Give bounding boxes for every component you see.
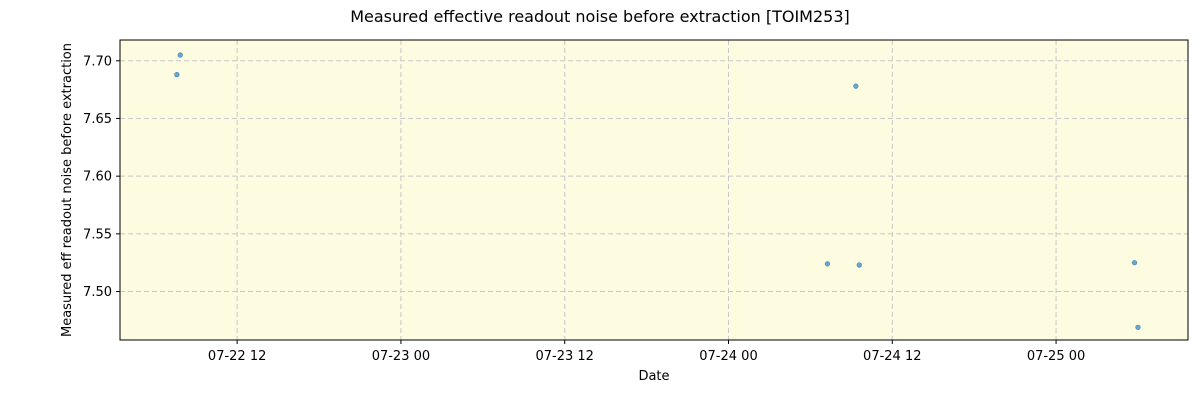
x-tick-label: 07-23 12 <box>535 349 593 364</box>
data-point <box>824 261 831 267</box>
data-point <box>856 262 862 268</box>
y-tick-label: 7.55 <box>83 227 112 242</box>
y-tick-label: 7.65 <box>83 112 112 127</box>
x-tick-label: 07-24 00 <box>699 349 757 364</box>
x-tick-label: 07-25 00 <box>1027 349 1085 364</box>
y-axis-label: Measured eff readout noise before extrac… <box>60 43 75 337</box>
data-point <box>177 52 183 58</box>
y-tick-label: 7.70 <box>83 54 112 69</box>
grid-lines <box>120 40 1188 340</box>
plot-area <box>120 40 1188 340</box>
x-tick-label: 07-22 12 <box>208 349 266 364</box>
x-tick-label: 07-24 12 <box>863 349 921 364</box>
axis-ticks: 07-22 12 07-23 00 07-23 12 07-24 00 07-24 12… <box>83 54 1085 364</box>
y-tick-label: 7.50 <box>83 285 112 300</box>
y-tick-label: 7.60 <box>83 170 112 185</box>
x-tick-label: 07-23 00 <box>372 349 430 364</box>
data-point <box>174 72 180 78</box>
x-axis-label: Date <box>638 369 669 384</box>
data-point <box>1135 324 1141 330</box>
data-points <box>174 52 1141 330</box>
chart-title: Measured effective readout noise before … <box>350 7 850 26</box>
data-point <box>1131 260 1138 266</box>
plot-frame <box>119 39 1189 341</box>
data-point <box>853 83 859 89</box>
